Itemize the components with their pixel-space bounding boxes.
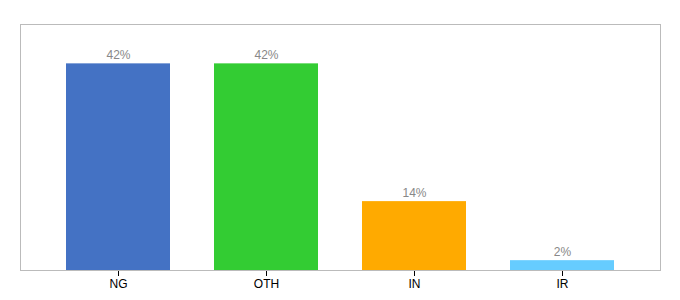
svg-text:42%: 42% (254, 48, 278, 62)
svg-text:14%: 14% (402, 186, 426, 200)
svg-text:IR: IR (557, 277, 569, 291)
svg-text:IN: IN (409, 277, 421, 291)
svg-text:42%: 42% (106, 48, 130, 62)
svg-text:NG: NG (110, 277, 128, 291)
svg-text:OTH: OTH (254, 277, 279, 291)
svg-text:2%: 2% (554, 245, 572, 259)
